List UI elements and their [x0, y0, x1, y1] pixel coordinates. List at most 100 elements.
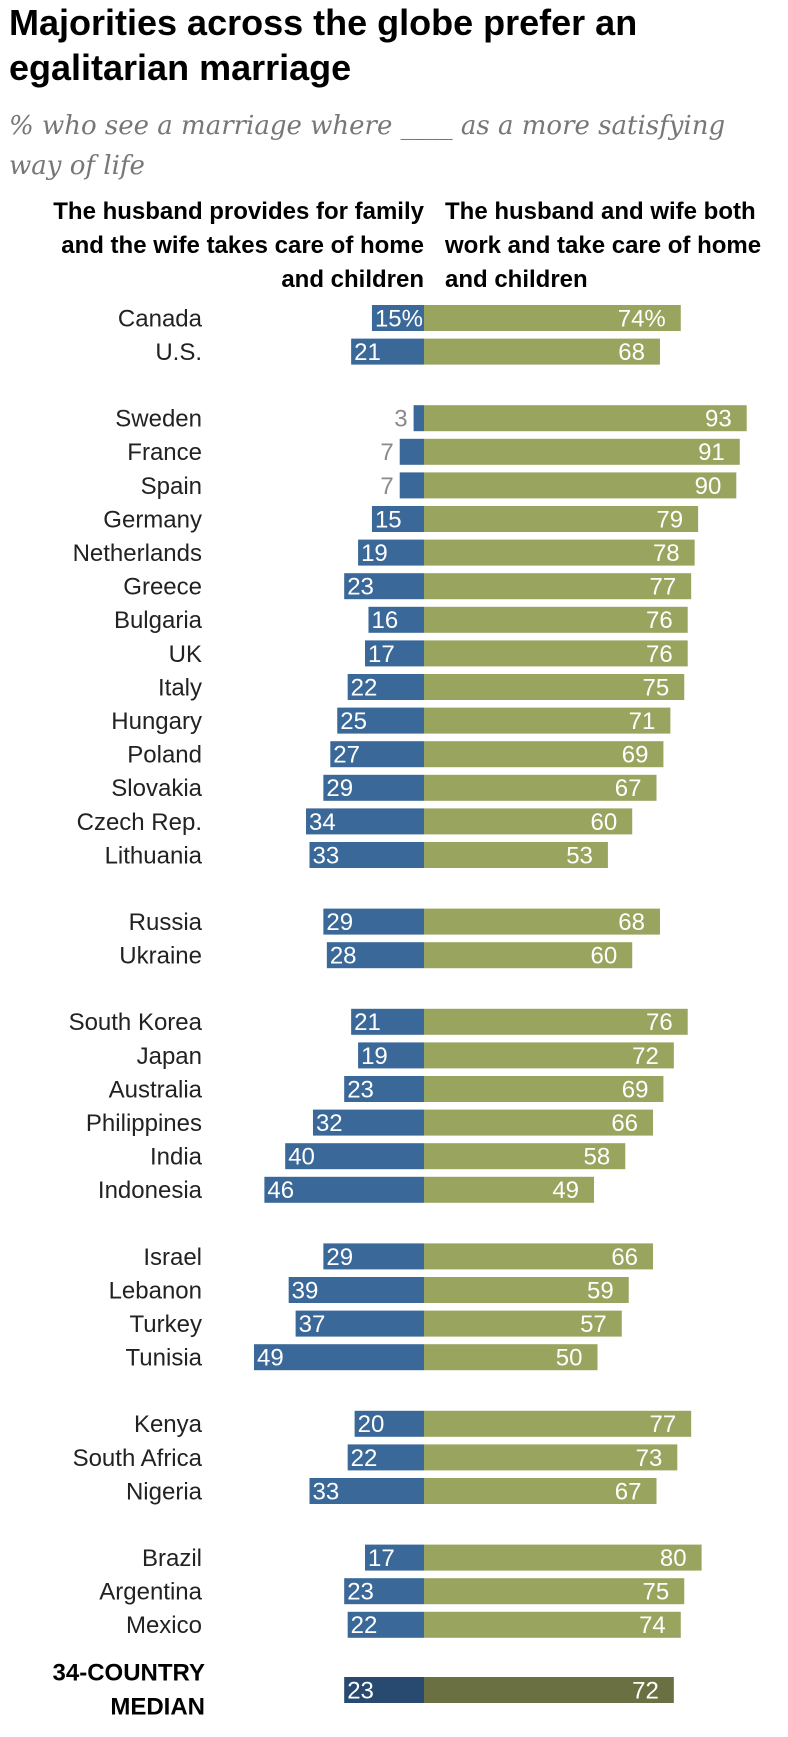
value-label-traditional-13: 29: [326, 775, 353, 802]
value-label-traditional-30: 33: [312, 1478, 339, 1505]
value-label-traditional-median: 23: [347, 1677, 374, 1704]
bar-traditional-15: [309, 842, 424, 868]
value-label-traditional-20: 23: [347, 1076, 374, 1103]
bar-traditional-25: [288, 1277, 424, 1303]
bar-traditional-4: [399, 472, 424, 499]
bar-egalitarian-median: [424, 1677, 674, 1703]
bar-egalitarian-33: [424, 1611, 681, 1638]
legend-traditional: The husband provides for family and the …: [53, 198, 424, 293]
bar-egalitarian-20: [424, 1076, 664, 1102]
value-label-egalitarian-11: 71: [629, 708, 656, 735]
value-label-traditional-15: 33: [312, 842, 339, 869]
country-label-9: UK: [169, 641, 202, 668]
country-label-31: Brazil: [142, 1545, 202, 1572]
value-label-egalitarian-23: 49: [552, 1177, 579, 1204]
bar-egalitarian-23: [424, 1176, 595, 1203]
bar-egalitarian-8: [424, 606, 688, 633]
bar-traditional-14: [306, 808, 424, 835]
value-label-egalitarian-25: 59: [587, 1277, 614, 1304]
value-label-traditional-18: 21: [354, 1009, 381, 1036]
bar-egalitarian-1: [424, 338, 660, 365]
country-label-24: Israel: [143, 1244, 202, 1271]
value-label-traditional-7: 23: [347, 574, 374, 601]
legend-egalitarian: The husband and wife both work and take …: [445, 198, 762, 293]
value-label-traditional-23: 46: [267, 1177, 294, 1204]
bar-egalitarian-32: [424, 1578, 685, 1605]
value-label-traditional-24: 29: [326, 1244, 353, 1271]
value-label-egalitarian-0: 74%: [618, 305, 666, 332]
bar-egalitarian-25: [424, 1277, 629, 1303]
bar-egalitarian-30: [424, 1478, 657, 1504]
value-label-traditional-31: 17: [368, 1545, 395, 1572]
bar-egalitarian-14: [424, 808, 633, 835]
bar-traditional-2: [413, 405, 424, 432]
value-label-egalitarian-6: 78: [653, 540, 680, 567]
value-label-traditional-21: 32: [316, 1110, 343, 1137]
bar-egalitarian-5: [424, 506, 699, 532]
value-label-egalitarian-30: 67: [615, 1478, 642, 1505]
country-label-23: Indonesia: [98, 1177, 203, 1204]
value-label-egalitarian-9: 76: [646, 641, 673, 668]
value-label-traditional-28: 20: [358, 1411, 385, 1438]
country-label-22: India: [150, 1144, 203, 1171]
value-label-traditional-4: 7: [380, 473, 393, 500]
value-label-traditional-29: 22: [351, 1445, 378, 1472]
value-label-traditional-2: 3: [394, 406, 407, 433]
value-label-egalitarian-32: 75: [643, 1579, 670, 1606]
value-label-egalitarian-15: 53: [566, 842, 593, 869]
value-label-egalitarian-7: 77: [649, 574, 676, 601]
value-label-egalitarian-22: 58: [584, 1144, 611, 1171]
country-label-5: Germany: [103, 506, 202, 533]
median-label-line-1: 34-COUNTRY: [53, 1659, 205, 1686]
bar-traditional-9: [365, 640, 424, 667]
bar-traditional-30: [309, 1478, 424, 1504]
value-label-egalitarian-5: 79: [656, 506, 683, 533]
bar-egalitarian-4: [424, 472, 737, 499]
bar-traditional-13: [323, 774, 424, 801]
value-label-egalitarian-4: 90: [695, 473, 722, 500]
bar-egalitarian-11: [424, 707, 671, 734]
bar-egalitarian-21: [424, 1109, 654, 1136]
bar-egalitarian-22: [424, 1143, 626, 1170]
value-label-egalitarian-2: 93: [705, 406, 732, 433]
country-label-33: Mexico: [126, 1612, 202, 1639]
bar-egalitarian-3: [424, 438, 740, 465]
bar-traditional-28: [354, 1410, 424, 1437]
value-label-traditional-14: 34: [309, 809, 336, 836]
bar-traditional-27: [253, 1344, 424, 1371]
value-label-egalitarian-14: 60: [590, 809, 617, 836]
value-label-traditional-26: 37: [299, 1311, 326, 1338]
country-label-4: Spain: [141, 473, 202, 500]
country-label-0: Canada: [118, 305, 203, 332]
country-label-12: Poland: [127, 742, 202, 769]
bar-traditional-18: [351, 1008, 424, 1035]
bar-traditional-21: [312, 1109, 424, 1136]
bar-egalitarian-26: [424, 1310, 622, 1337]
country-label-16: Russia: [129, 909, 203, 936]
country-label-1: U.S.: [155, 339, 202, 366]
value-label-traditional-3: 7: [380, 439, 393, 466]
bar-traditional-0: [371, 305, 424, 331]
country-label-8: Bulgaria: [114, 607, 203, 634]
bar-traditional-8: [368, 606, 424, 633]
bar-traditional-31: [365, 1544, 424, 1571]
bar-egalitarian-13: [424, 774, 657, 801]
bar-egalitarian-15: [424, 842, 608, 868]
bar-egalitarian-17: [424, 942, 633, 969]
value-label-traditional-19: 19: [361, 1043, 388, 1070]
value-label-traditional-16: 29: [326, 909, 353, 936]
country-label-6: Netherlands: [73, 540, 202, 567]
bar-traditional-20: [344, 1076, 424, 1102]
bar-traditional-7: [344, 573, 424, 600]
country-label-10: Italy: [158, 674, 202, 701]
country-label-7: Greece: [123, 574, 202, 601]
value-label-egalitarian-8: 76: [646, 607, 673, 634]
bar-egalitarian-27: [424, 1344, 598, 1371]
country-label-29: South Africa: [73, 1445, 203, 1472]
bar-traditional-11: [337, 707, 424, 734]
value-label-egalitarian-29: 73: [636, 1445, 663, 1472]
value-label-egalitarian-17: 60: [590, 943, 617, 970]
bar-traditional-32: [344, 1578, 424, 1605]
value-label-egalitarian-26: 57: [580, 1311, 607, 1338]
bar-traditional-23: [264, 1176, 424, 1203]
